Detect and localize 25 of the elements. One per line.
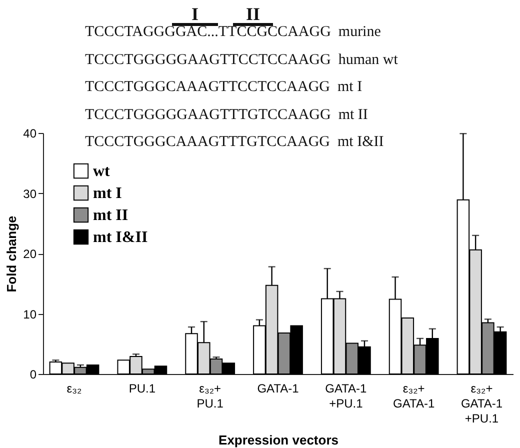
y-tick-label: 10 <box>23 307 37 322</box>
x-tick-label: GATA-1 <box>257 382 300 396</box>
legend-label: wt <box>93 163 111 180</box>
y-tick-label: 40 <box>23 126 37 140</box>
x-axis-title: Expression vectors <box>218 432 338 448</box>
legend-label: mt I <box>93 185 122 202</box>
x-tick-label: ε₃₂+ PU.1 <box>196 382 224 410</box>
text: TCCCTGGGGGAAGTTTGTCCAAGG mt II <box>85 106 368 124</box>
text: TCCCTAGGGGAC...TTCCGCCAAGG murine <box>85 24 381 41</box>
text: I <box>172 4 218 26</box>
y-tick-label: 20 <box>23 247 37 261</box>
x-tick-label: ε₃₂ <box>66 382 82 396</box>
y-tick-label: 30 <box>23 186 37 201</box>
annotation: TCCCTGGGCAAAGTTTGTCCAAGG mt I&II <box>85 134 384 151</box>
text: II <box>233 4 273 26</box>
y-axis-title: Fold change <box>4 216 20 292</box>
y-tick-label: 0 <box>30 368 37 382</box>
text: TCCCTGGGGGAAGTTCCTCCAAGG human wt <box>85 52 398 68</box>
x-tick-label: ε₃₂+ GATA-1 <box>393 382 435 410</box>
legend-label: mt I&II <box>93 229 148 246</box>
x-tick-label: PU.1 <box>128 382 156 396</box>
legend-label: mt II <box>93 207 128 224</box>
x-tick-label: ε₃₂+ GATA-1 +PU.1 <box>460 382 503 426</box>
text: TCCCTGGGCAAAGTTCCTCCAAGG mt I <box>85 79 362 96</box>
x-tick-label: GATA-1 +PU.1 <box>325 382 368 410</box>
